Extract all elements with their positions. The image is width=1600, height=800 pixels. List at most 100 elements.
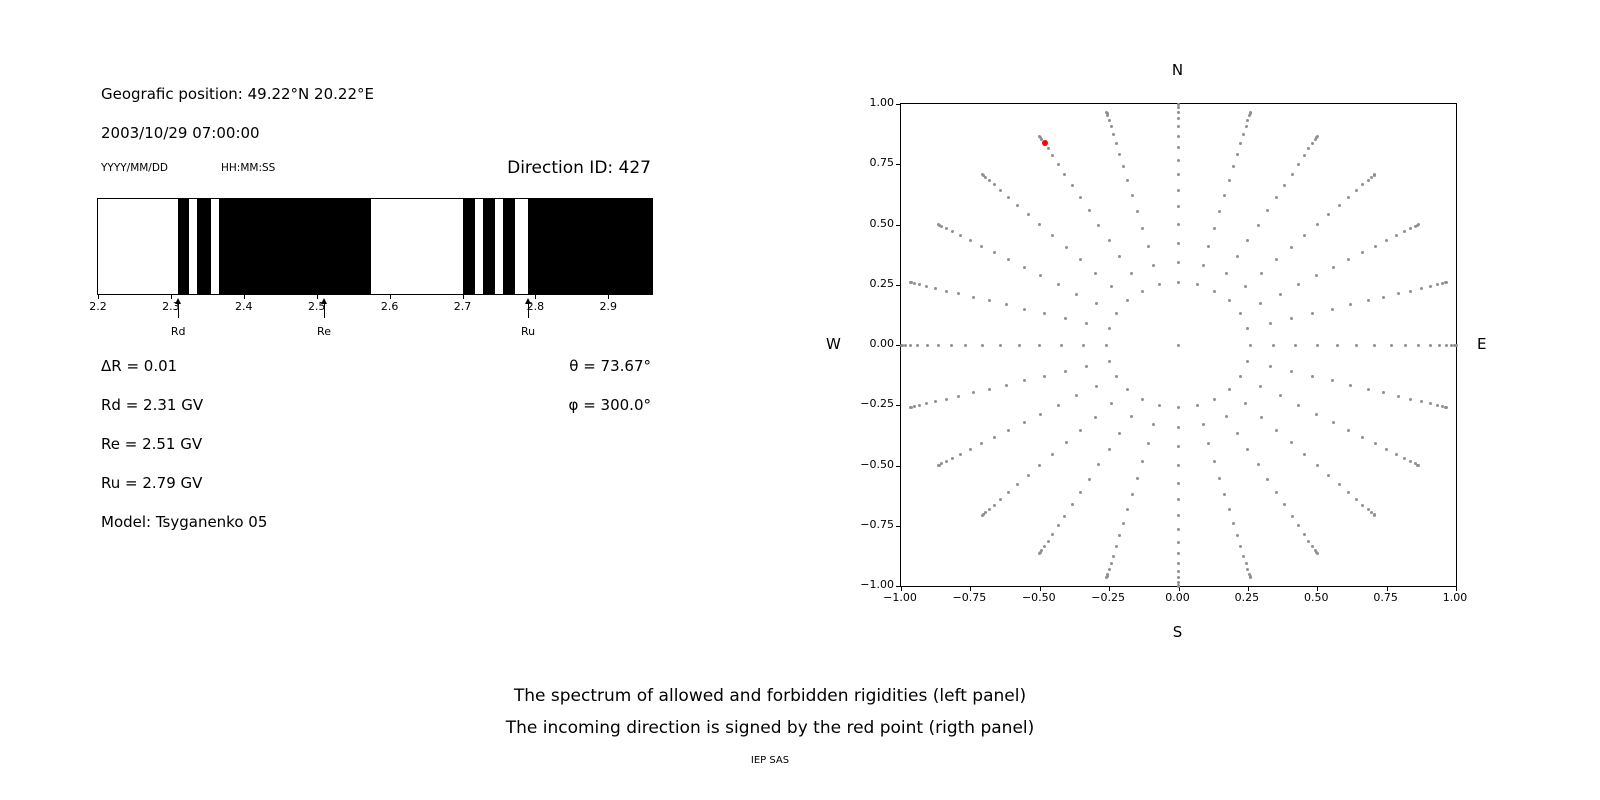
direction-grid-dot <box>1366 299 1370 303</box>
direction-grid-dot <box>959 452 963 456</box>
direction-grid-dot <box>983 511 987 515</box>
direction-grid-dot <box>1247 572 1251 576</box>
direction-grid-dot <box>1278 292 1282 296</box>
direction-grid-dot <box>1152 423 1156 427</box>
direction-grid-dot <box>1297 162 1301 166</box>
direction-grid-dot <box>1239 545 1243 549</box>
direction-grid-dot <box>1158 283 1162 287</box>
x-tick <box>1178 587 1180 591</box>
compass-east-label: E <box>1477 335 1487 353</box>
direction-grid-dot <box>1105 576 1109 580</box>
x-tick-label: 2.6 <box>380 300 399 313</box>
direction-grid-dot <box>1094 271 1098 275</box>
rd-value: Rd = 2.31 GV <box>101 396 204 414</box>
x-tick <box>316 295 318 299</box>
credit-label: IEP SAS <box>750 755 790 766</box>
direction-grid-dot <box>999 189 1003 193</box>
direction-grid-dot <box>1109 401 1113 405</box>
direction-grid-dot <box>1445 343 1448 347</box>
direction-grid-dot <box>944 227 948 231</box>
direction-grid-dot <box>1039 274 1043 278</box>
direction-grid-dot <box>1289 245 1293 249</box>
direction-grid-dot <box>1450 343 1454 347</box>
direction-grid-dot <box>1109 124 1113 128</box>
direction-grid-dot <box>1417 343 1421 347</box>
up-arrow-icon <box>320 298 327 304</box>
direction-id: Direction ID: 427 <box>507 158 651 178</box>
direction-grid-dot <box>1056 403 1060 407</box>
direction-grid-dot <box>1085 364 1089 368</box>
x-tick-label: 0.75 <box>1373 591 1398 604</box>
geographic-position: Geografic position: 49.22°N 20.22°E <box>101 85 374 103</box>
direction-grid-dot <box>1218 477 1222 480</box>
direction-grid-dot <box>1259 302 1263 306</box>
direction-grid-dot <box>1177 173 1180 177</box>
direction-grid-dot <box>1212 397 1216 401</box>
marker-label: Rd <box>170 325 186 338</box>
direction-grid-dot <box>925 284 929 288</box>
direction-grid-dot <box>1409 227 1413 231</box>
marker-label: Ru <box>521 325 536 338</box>
direction-grid-dot <box>1177 498 1180 502</box>
direction-grid-dot <box>1283 503 1287 507</box>
direction-grid-dot <box>1126 387 1130 391</box>
x-tick <box>1317 587 1319 591</box>
direction-grid-dot <box>1266 477 1270 481</box>
direction-grid-dot <box>1268 322 1272 326</box>
y-tick-label: −1.00 <box>860 578 894 591</box>
direction-grid-dot <box>1315 552 1319 556</box>
direction-grid-dot <box>1227 178 1231 182</box>
y-tick-label: 1.00 <box>869 96 895 109</box>
direction-grid-dot <box>1294 343 1298 347</box>
direction-grid-dot <box>1346 195 1350 199</box>
direction-grid-dot <box>1046 147 1050 151</box>
direction-grid-dot <box>1370 511 1374 515</box>
direction-grid-dot <box>1107 359 1111 363</box>
direction-grid-dot <box>1428 402 1432 406</box>
direction-grid-dot <box>1361 435 1365 439</box>
direction-grid-dot <box>1428 343 1432 347</box>
direction-grid-dot <box>971 295 975 299</box>
direction-grid-dot <box>936 343 940 347</box>
direction-grid-dot <box>1315 343 1319 347</box>
direction-grid-dot <box>1394 234 1398 238</box>
direction-grid-dot <box>1366 508 1370 512</box>
direction-grid-dot <box>913 282 916 286</box>
x-tick-label: 2.8 <box>526 300 545 313</box>
direction-grid-dot <box>1109 285 1113 289</box>
direction-grid-dot <box>980 244 984 248</box>
direction-grid-dot <box>1026 474 1030 477</box>
direction-grid-dot <box>1122 521 1125 525</box>
spectrum-band <box>528 199 652 294</box>
direction-grid-dot <box>1275 195 1279 199</box>
direction-grid-dot <box>1082 343 1086 347</box>
phi-value: φ = 300.0° <box>568 396 651 414</box>
direction-grid-dot <box>1373 442 1377 446</box>
direction-grid-dot <box>1111 132 1115 136</box>
direction-grid-dot <box>980 513 984 517</box>
direction-grid-dot <box>1063 317 1067 321</box>
direction-grid-dot <box>1259 271 1263 275</box>
direction-grid-dot <box>1361 503 1365 507</box>
direction-grid-dot <box>1428 284 1432 288</box>
direction-grid-dot <box>1177 110 1180 114</box>
direction-grid-dot <box>1130 193 1134 197</box>
direction-grid-dot <box>944 397 948 401</box>
direction-grid-dot <box>1007 491 1011 495</box>
direction-grid-dot <box>913 404 916 408</box>
direction-grid-dot <box>1441 282 1444 286</box>
direction-grid-dot <box>1085 322 1089 326</box>
direction-grid-dot <box>1354 497 1358 501</box>
direction-grid-dot <box>1135 210 1139 213</box>
x-tick-label: 2.9 <box>599 300 618 313</box>
direction-grid-dot <box>1130 493 1134 497</box>
direction-grid-dot <box>1023 379 1027 383</box>
x-tick-labels: −1.00 −0.75 −0.50 −0.25 0.00 0.25 0.50 0.75 1.00 <box>883 591 1467 606</box>
direction-grid-dot <box>1246 327 1250 331</box>
direction-grid-dot <box>1224 414 1228 418</box>
direction-grid-dot <box>1177 570 1180 573</box>
direction-grid-dot <box>1409 459 1413 463</box>
direction-grid-dot <box>1256 223 1260 227</box>
direction-grid-dot <box>1022 421 1026 424</box>
direction-grid-dot <box>1075 292 1079 296</box>
